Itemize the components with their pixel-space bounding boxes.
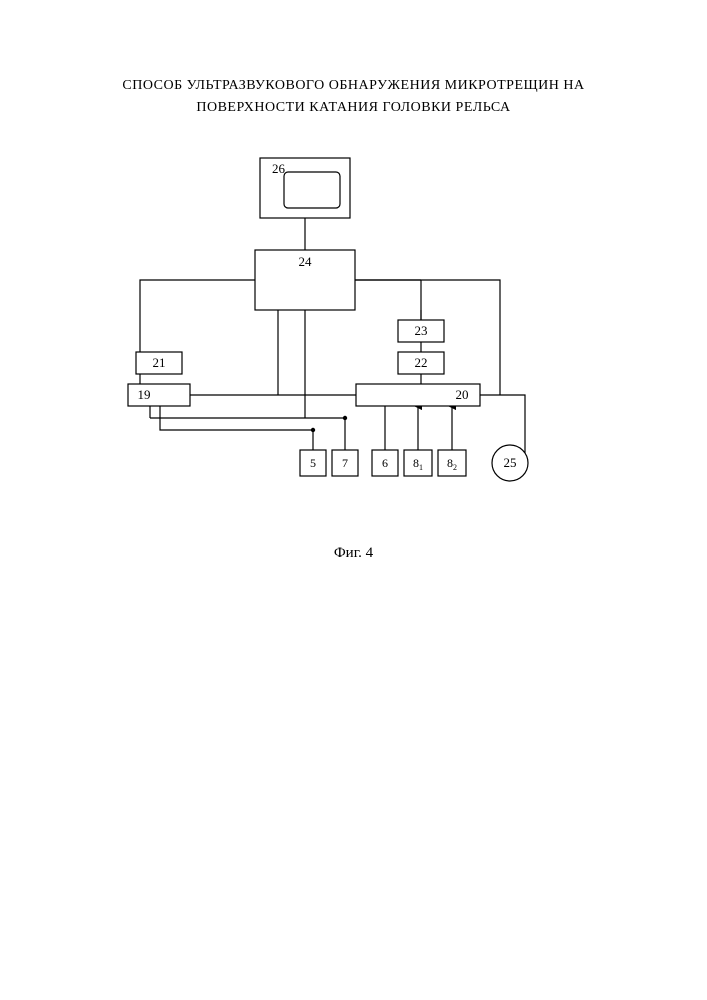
svg-text:19: 19 — [138, 387, 151, 402]
svg-text:25: 25 — [504, 455, 517, 470]
svg-text:7: 7 — [342, 456, 348, 470]
figure-caption: Фиг. 4 — [0, 545, 707, 562]
title-line-2: ПОВЕРХНОСТИ КАТАНИЯ ГОЛОВКИ РЕЛЬСА — [0, 100, 707, 116]
svg-text:20: 20 — [456, 387, 469, 402]
diagram-svg: 26242322211920576818225 — [0, 150, 707, 520]
page: СПОСОБ УЛЬТРАЗВУКОВОГО ОБНАРУЖЕНИЯ МИКРО… — [0, 0, 707, 1000]
svg-text:24: 24 — [299, 254, 313, 269]
svg-text:5: 5 — [310, 456, 316, 470]
svg-text:26: 26 — [272, 161, 286, 176]
svg-text:23: 23 — [415, 323, 428, 338]
svg-text:6: 6 — [382, 456, 388, 470]
title-line-1: СПОСОБ УЛЬТРАЗВУКОВОГО ОБНАРУЖЕНИЯ МИКРО… — [0, 78, 707, 94]
svg-text:22: 22 — [415, 355, 428, 370]
svg-text:21: 21 — [153, 355, 166, 370]
